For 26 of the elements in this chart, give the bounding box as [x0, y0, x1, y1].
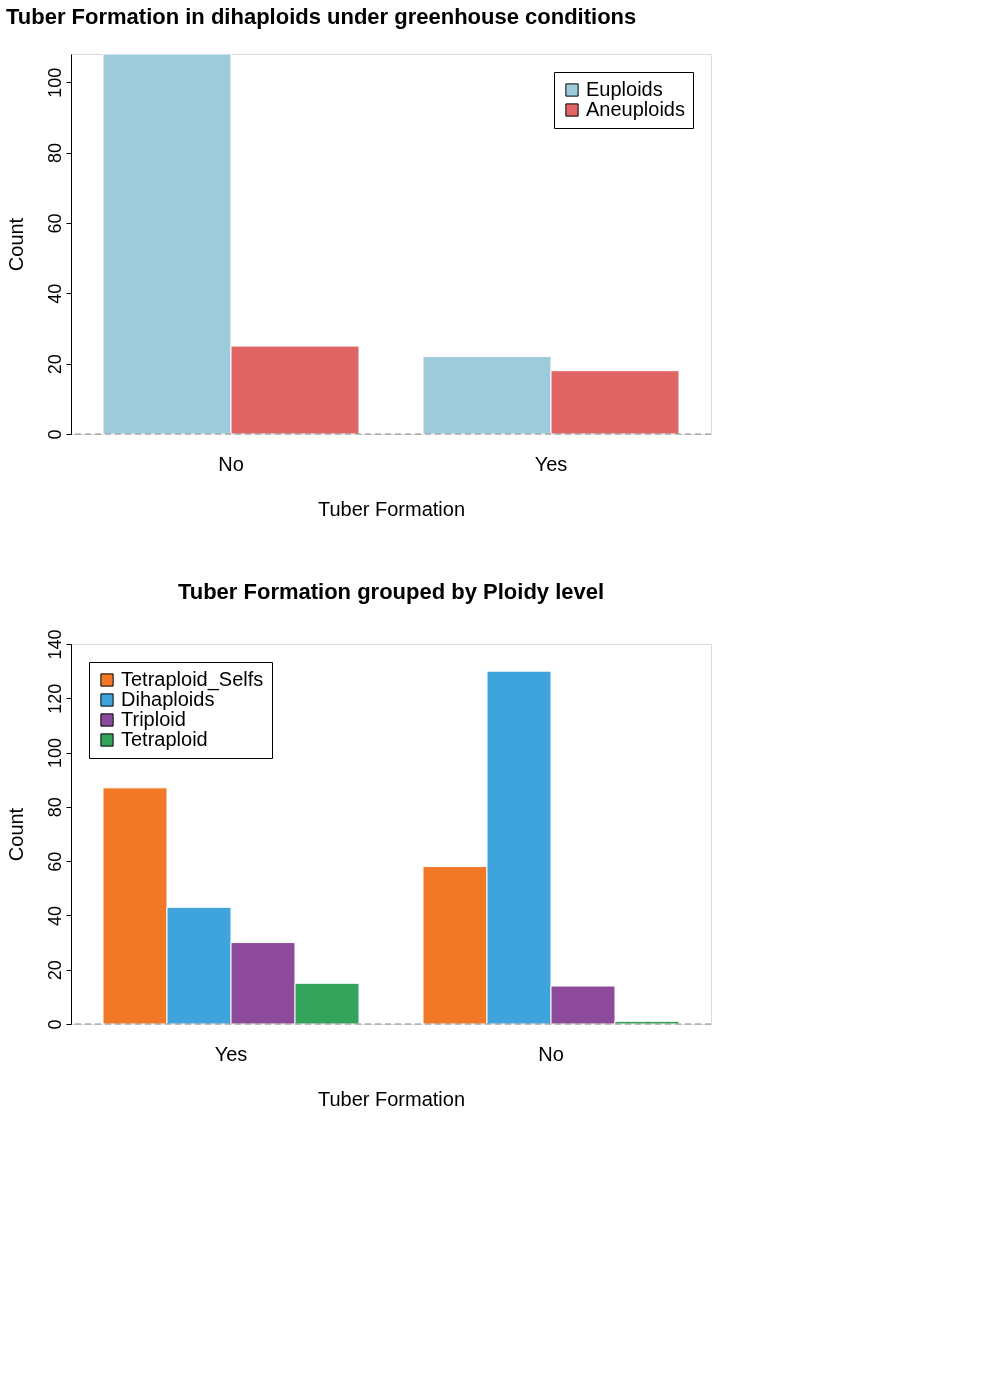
x-tick-label: Yes: [214, 1042, 248, 1065]
y-tick-label: 140: [44, 629, 65, 660]
y-tick-label: 120: [44, 683, 65, 714]
legend-label: Tetraploid_Selfs: [121, 668, 264, 691]
y-tick-label: 100: [44, 67, 65, 98]
y-tick-label: 100: [44, 738, 65, 769]
x-tick-label: Yes: [534, 452, 568, 475]
y-tick-label: 60: [44, 851, 65, 872]
y-tick-label: 60: [44, 213, 65, 234]
y-axis-title: Count: [4, 217, 27, 272]
legend-label: Euploids: [586, 78, 663, 100]
x-tick-label: No: [218, 452, 244, 475]
x-axis-title: Tuber Formation: [317, 497, 466, 520]
y-tick-label: 20: [44, 354, 65, 375]
y-axis-title: Count: [4, 807, 27, 862]
y-tick-label: 40: [44, 905, 65, 926]
y-tick-label: 0: [44, 1019, 65, 1030]
y-tick-label: 20: [44, 960, 65, 981]
y-tick-label: 80: [44, 143, 65, 164]
y-tick-label: 40: [44, 283, 65, 304]
chart-title: Tuber Formation in dihaploids under greenhouse conditions: [6, 3, 637, 29]
y-tick-label: 80: [44, 797, 65, 818]
x-axis-title: Tuber Formation: [317, 1087, 466, 1110]
x-tick-label: No: [538, 1042, 564, 1065]
chart-title: Tuber Formation grouped by Ploidy level: [177, 578, 605, 604]
y-tick-label: 0: [44, 429, 65, 440]
